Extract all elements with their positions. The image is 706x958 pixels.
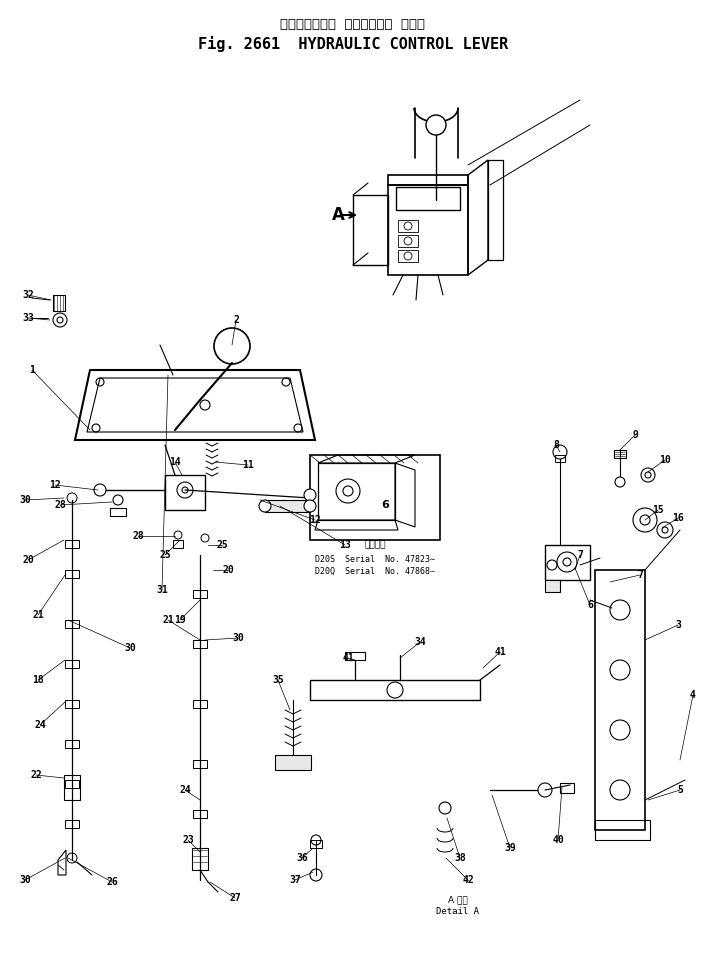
Text: 34: 34 — [414, 637, 426, 647]
Text: 13: 13 — [339, 540, 351, 550]
Text: 23: 23 — [182, 835, 194, 845]
Text: 1: 1 — [29, 365, 35, 375]
Text: 適用号番: 適用号番 — [364, 540, 385, 550]
Text: 30: 30 — [232, 633, 244, 643]
Circle shape — [553, 445, 567, 459]
Text: 39: 39 — [504, 843, 516, 853]
Text: 33: 33 — [22, 313, 34, 323]
Text: 16: 16 — [672, 513, 684, 523]
Bar — [53, 295, 65, 311]
Text: 18: 18 — [32, 675, 44, 685]
Polygon shape — [545, 580, 560, 592]
Circle shape — [304, 500, 316, 512]
Text: 41: 41 — [342, 653, 354, 663]
Text: 3: 3 — [675, 620, 681, 630]
Text: 7: 7 — [637, 570, 643, 580]
Circle shape — [304, 489, 316, 501]
Circle shape — [426, 115, 446, 135]
Text: 20: 20 — [22, 555, 34, 565]
Text: 15: 15 — [652, 505, 664, 515]
Text: 30: 30 — [19, 875, 31, 885]
Text: 21: 21 — [162, 615, 174, 625]
Text: 19: 19 — [174, 615, 186, 625]
Text: A 詳細: A 詳細 — [448, 896, 468, 904]
Text: D20Q  Serial  No. 47868∼: D20Q Serial No. 47868∼ — [315, 566, 435, 576]
Circle shape — [615, 477, 625, 487]
Circle shape — [387, 682, 403, 698]
Text: 25: 25 — [159, 550, 171, 560]
Text: 37: 37 — [289, 875, 301, 885]
Text: 35: 35 — [272, 675, 284, 685]
Text: 32: 32 — [22, 290, 34, 300]
Text: 6: 6 — [587, 600, 593, 610]
Text: 21: 21 — [32, 610, 44, 620]
Text: 10: 10 — [659, 455, 671, 465]
Text: 30: 30 — [124, 643, 136, 653]
Circle shape — [57, 317, 63, 323]
Text: 9: 9 — [632, 430, 638, 440]
Text: 12: 12 — [309, 515, 321, 525]
Text: 26: 26 — [106, 877, 118, 887]
Text: D20S  Serial  No. 47823∼: D20S Serial No. 47823∼ — [315, 555, 435, 563]
Text: 20: 20 — [222, 565, 234, 575]
Text: 11: 11 — [242, 460, 254, 470]
Text: 25: 25 — [216, 540, 228, 550]
Text: 38: 38 — [454, 853, 466, 863]
Text: 30: 30 — [19, 495, 31, 505]
Text: 4: 4 — [690, 690, 696, 700]
Text: 22: 22 — [30, 770, 42, 780]
Circle shape — [538, 783, 552, 797]
Text: 5: 5 — [677, 785, 683, 795]
Text: 12: 12 — [49, 480, 61, 490]
Text: 24: 24 — [34, 720, 46, 730]
Circle shape — [645, 472, 651, 478]
Text: 8: 8 — [553, 440, 559, 450]
Text: 27: 27 — [229, 893, 241, 903]
Text: 31: 31 — [156, 585, 168, 595]
Text: 28: 28 — [132, 531, 144, 541]
Text: Fig. 2661  HYDRAULIC CONTROL LEVER: Fig. 2661 HYDRAULIC CONTROL LEVER — [198, 36, 508, 52]
Text: ハイドロリック  コントロール  レバー: ハイドロリック コントロール レバー — [280, 18, 426, 31]
Circle shape — [343, 486, 353, 496]
Text: A: A — [332, 206, 345, 224]
Text: 36: 36 — [296, 853, 308, 863]
Circle shape — [563, 558, 571, 566]
Circle shape — [640, 515, 650, 525]
Circle shape — [94, 484, 106, 496]
Text: 2: 2 — [233, 315, 239, 325]
Text: 42: 42 — [462, 875, 474, 885]
Text: 14: 14 — [169, 457, 181, 467]
Text: Detail A: Detail A — [436, 907, 479, 917]
Bar — [310, 455, 440, 540]
Circle shape — [214, 328, 250, 364]
Text: 7: 7 — [577, 550, 583, 560]
Text: 6: 6 — [381, 500, 389, 510]
Circle shape — [662, 527, 668, 533]
Text: 28: 28 — [54, 500, 66, 510]
Text: 40: 40 — [552, 835, 564, 845]
Polygon shape — [265, 500, 310, 512]
Circle shape — [182, 487, 188, 493]
Text: 24: 24 — [179, 785, 191, 795]
Polygon shape — [275, 755, 311, 770]
Text: 41: 41 — [494, 647, 506, 657]
Circle shape — [259, 500, 271, 512]
